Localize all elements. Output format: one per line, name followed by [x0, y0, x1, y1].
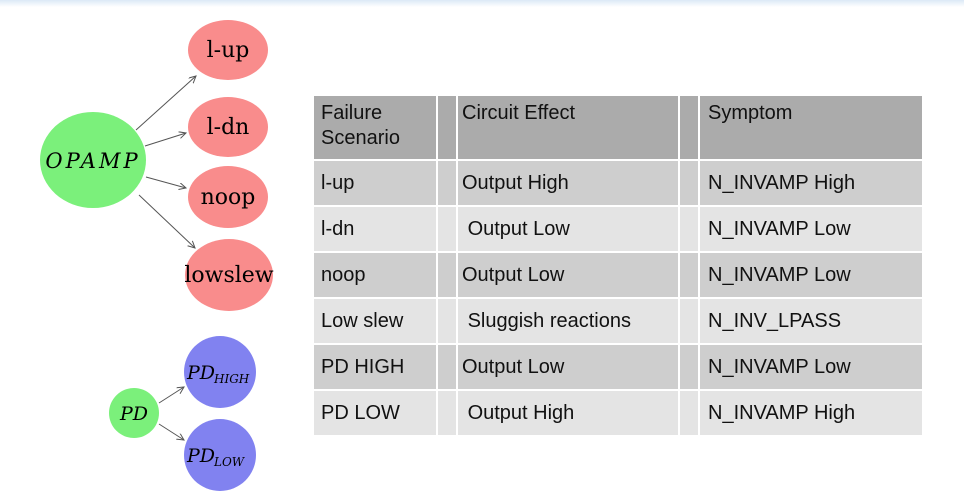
edge-opamp-lowslew [138, 194, 195, 248]
cell-symptom: N_INVAMP Low [700, 207, 922, 251]
table-header-row: Failure Scenario Circuit Effect Symptom [314, 96, 922, 159]
table-row-pd-low: PD LOW Output High N_INVAMP High [314, 391, 922, 435]
cell-spacer [680, 161, 698, 205]
header-symptom: Symptom [700, 96, 922, 159]
cell-symptom: N_INVAMP Low [700, 253, 922, 297]
diagram-edges [135, 76, 196, 440]
node-noop [188, 166, 268, 228]
header-spacer-1 [438, 96, 456, 159]
table-row-low-slew: Low slew Sluggish reactions N_INV_LPASS [314, 299, 922, 343]
cell-symptom: N_INVAMP High [700, 161, 922, 205]
edge-opamp-ldn [144, 133, 186, 147]
header-failure-scenario: Failure Scenario [314, 96, 436, 159]
node-pd-low-label: PD [186, 445, 215, 467]
cell-spacer [680, 207, 698, 251]
cell-spacer [680, 253, 698, 297]
node-l-up-label: l-up [207, 38, 250, 63]
edge-pd-pdlow [158, 423, 184, 440]
node-pd-low [184, 419, 256, 491]
cell-effect: Output High [458, 161, 678, 205]
node-opamp-label: OPAMP [45, 149, 140, 173]
node-l-dn-label: l-dn [207, 115, 250, 140]
node-pd [109, 388, 159, 438]
cell-scenario: noop [314, 253, 436, 297]
cell-effect: Output Low [458, 207, 678, 251]
node-l-dn [188, 97, 268, 157]
failure-table-container: Failure Scenario Circuit Effect Symptom … [312, 94, 924, 437]
node-pd-label: PD [119, 403, 148, 425]
table-row-pd-high: PD HIGH Output Low N_INVAMP Low [314, 345, 922, 389]
node-opamp [40, 112, 146, 208]
cell-spacer [438, 161, 456, 205]
table-row-noop: noop Output Low N_INVAMP Low [314, 253, 922, 297]
header-spacer-2 [680, 96, 698, 159]
cell-effect: Output High [458, 391, 678, 435]
edge-opamp-noop [145, 176, 186, 188]
cell-spacer [438, 299, 456, 343]
node-lowslew-label: lowslew [184, 263, 273, 288]
cell-symptom: N_INV_LPASS [700, 299, 922, 343]
cell-spacer [438, 253, 456, 297]
edge-pd-pdhigh [158, 387, 184, 404]
failure-table: Failure Scenario Circuit Effect Symptom … [312, 94, 924, 437]
node-pd-low-subscript: LOW [213, 455, 246, 469]
cell-scenario: Low slew [314, 299, 436, 343]
node-pd-high-label: PD [186, 362, 215, 384]
cell-effect: Output Low [458, 253, 678, 297]
node-pd-high [184, 336, 256, 408]
cell-spacer [438, 391, 456, 435]
cell-spacer [680, 391, 698, 435]
cell-scenario: PD HIGH [314, 345, 436, 389]
cell-symptom: N_INVAMP Low [700, 345, 922, 389]
table-row-l-dn: l-dn Output Low N_INVAMP Low [314, 207, 922, 251]
header-circuit-effect: Circuit Effect [458, 96, 678, 159]
cell-effect: Output Low [458, 345, 678, 389]
edge-opamp-lup [135, 76, 196, 131]
cell-spacer [680, 299, 698, 343]
cell-scenario: l-dn [314, 207, 436, 251]
cell-spacer [680, 345, 698, 389]
cell-scenario: l-up [314, 161, 436, 205]
cell-effect: Sluggish reactions [458, 299, 678, 343]
cell-symptom: N_INVAMP High [700, 391, 922, 435]
cell-spacer [438, 345, 456, 389]
fault-tree-diagram: OPAMP l-up l-dn noop lowslew PD PD HIGH … [40, 20, 274, 491]
node-noop-label: noop [201, 185, 256, 210]
node-lowslew [185, 239, 273, 311]
node-l-up [188, 20, 268, 80]
cell-spacer [438, 207, 456, 251]
node-pd-high-subscript: HIGH [213, 372, 250, 386]
table-row-l-up: l-up Output High N_INVAMP High [314, 161, 922, 205]
cell-scenario: PD LOW [314, 391, 436, 435]
